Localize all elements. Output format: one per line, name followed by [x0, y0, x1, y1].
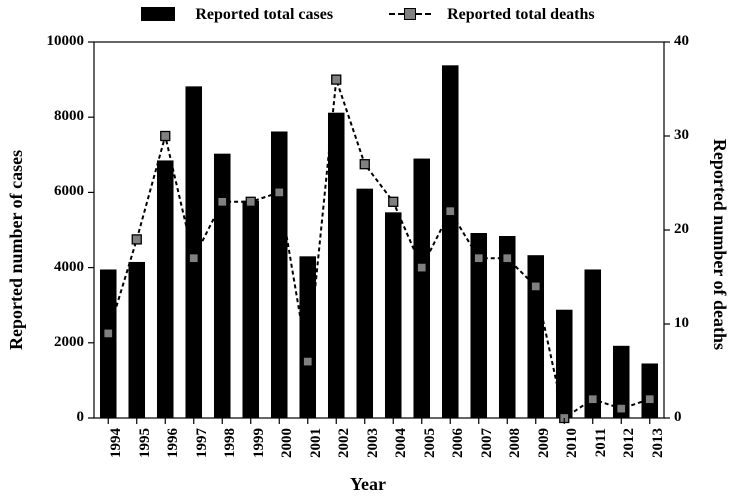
x-tick: 2004 — [393, 428, 410, 478]
x-tick: 2007 — [479, 428, 496, 478]
y-left-tick: 2000 — [54, 334, 84, 351]
x-tick: 2002 — [336, 428, 353, 478]
chart-root: Reported total cases Reported total deat… — [0, 0, 736, 501]
x-tick: 2005 — [422, 428, 439, 478]
legend-label-cases: Reported total cases — [195, 6, 333, 23]
x-tick: 2012 — [621, 428, 638, 478]
x-tick: 2008 — [507, 428, 524, 478]
y-right-tick: 40 — [674, 33, 689, 50]
y-right-tick: 30 — [674, 127, 689, 144]
x-tick: 1996 — [165, 428, 182, 478]
x-tick: 1995 — [137, 428, 154, 478]
y-axis-left-label: Reported number of cases — [6, 150, 27, 350]
y-right-tick: 10 — [674, 315, 689, 332]
plot-svg — [0, 0, 736, 501]
y-right-tick: 0 — [674, 409, 682, 426]
x-tick: 1999 — [251, 428, 268, 478]
legend-label-deaths: Reported total deaths — [447, 6, 595, 23]
x-tick: 2009 — [536, 428, 553, 478]
legend-item-deaths: Reported total deaths — [379, 6, 609, 23]
y-left-tick: 0 — [77, 409, 85, 426]
legend-item-cases: Reported total cases — [127, 6, 351, 23]
x-tick: 2001 — [308, 428, 325, 478]
x-tick: 2010 — [564, 428, 581, 478]
legend: Reported total cases Reported total deat… — [0, 6, 736, 24]
x-tick: 2000 — [279, 428, 296, 478]
x-tick: 2006 — [450, 428, 467, 478]
bar-swatch-icon — [141, 7, 175, 21]
x-tick: 2011 — [593, 428, 610, 478]
x-tick: 2003 — [365, 428, 382, 478]
x-tick: 2013 — [650, 428, 667, 478]
y-right-tick: 20 — [674, 221, 689, 238]
y-left-tick: 10000 — [47, 33, 85, 50]
line-marker-swatch-icon — [393, 7, 427, 21]
y-left-tick: 4000 — [54, 259, 84, 276]
y-left-tick: 6000 — [54, 183, 84, 200]
x-tick: 1994 — [108, 428, 125, 478]
y-left-tick: 8000 — [54, 108, 84, 125]
y-axis-right-label: Reported number of deaths — [709, 139, 730, 350]
x-tick: 1998 — [222, 428, 239, 478]
x-tick: 1997 — [194, 428, 211, 478]
